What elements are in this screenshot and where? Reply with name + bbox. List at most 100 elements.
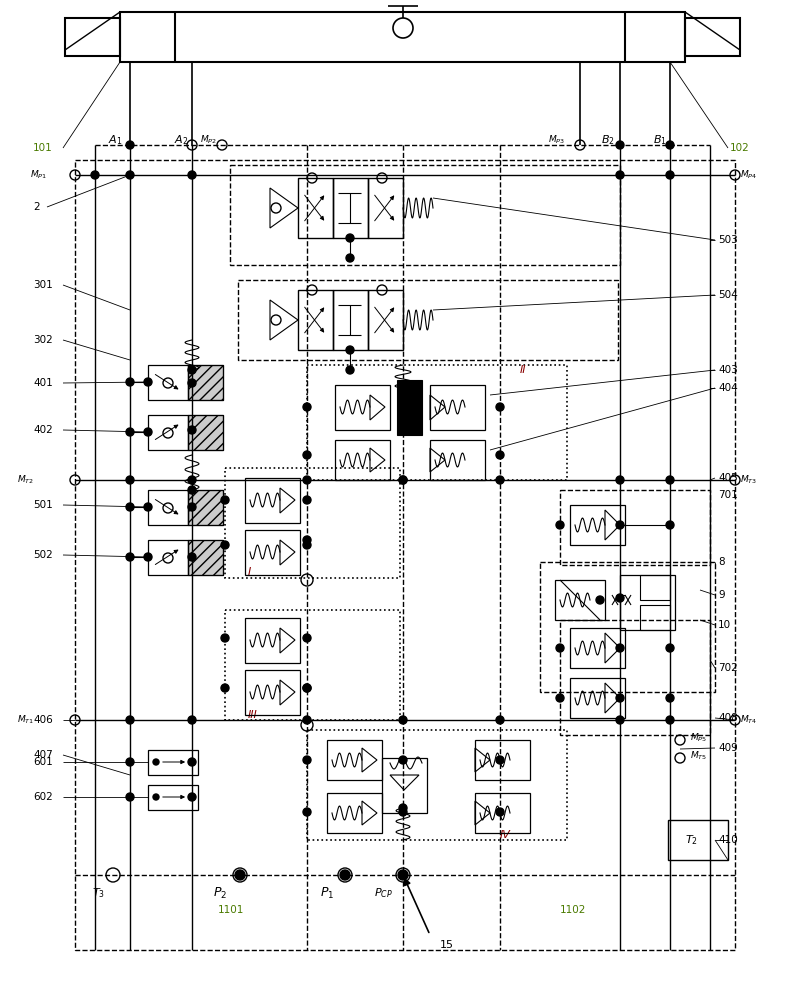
Circle shape bbox=[666, 644, 674, 652]
Circle shape bbox=[126, 716, 134, 724]
Circle shape bbox=[556, 694, 564, 702]
Text: 403: 403 bbox=[718, 365, 738, 375]
Bar bbox=[245, 530, 300, 575]
Text: 701: 701 bbox=[718, 490, 738, 500]
Bar bbox=[148, 365, 188, 400]
Circle shape bbox=[616, 694, 624, 702]
Text: $A_2$: $A_2$ bbox=[174, 133, 188, 147]
Bar bbox=[685, 18, 740, 56]
Circle shape bbox=[303, 476, 311, 484]
Circle shape bbox=[616, 594, 624, 602]
Text: 404: 404 bbox=[718, 383, 738, 393]
Text: $T_3$: $T_3$ bbox=[92, 886, 105, 900]
Circle shape bbox=[126, 553, 134, 561]
Circle shape bbox=[596, 596, 604, 604]
Bar bbox=[245, 670, 300, 715]
Text: $M_{T5}$: $M_{T5}$ bbox=[690, 750, 707, 762]
Circle shape bbox=[188, 379, 196, 387]
Text: 503: 503 bbox=[718, 235, 738, 245]
Circle shape bbox=[126, 171, 134, 179]
Circle shape bbox=[398, 870, 408, 880]
Circle shape bbox=[144, 428, 152, 436]
Polygon shape bbox=[188, 540, 223, 575]
Bar bbox=[333, 290, 368, 350]
Bar bbox=[640, 605, 670, 630]
Text: 410: 410 bbox=[718, 835, 738, 845]
Text: $M_{P2}$: $M_{P2}$ bbox=[200, 134, 217, 146]
Text: $T_2$: $T_2$ bbox=[685, 833, 698, 847]
Bar bbox=[298, 290, 333, 350]
Circle shape bbox=[126, 476, 134, 484]
Text: IV: IV bbox=[500, 830, 511, 840]
Bar bbox=[555, 580, 605, 620]
Circle shape bbox=[616, 476, 624, 484]
Circle shape bbox=[303, 684, 311, 692]
Bar bbox=[327, 740, 382, 780]
Text: 405: 405 bbox=[718, 473, 738, 483]
Bar bbox=[570, 505, 625, 545]
Polygon shape bbox=[188, 490, 223, 525]
Circle shape bbox=[399, 476, 407, 484]
Text: $M_{T1}$: $M_{T1}$ bbox=[17, 714, 34, 726]
Circle shape bbox=[616, 141, 624, 149]
Circle shape bbox=[221, 634, 229, 642]
Bar bbox=[188, 540, 223, 575]
Circle shape bbox=[399, 808, 407, 816]
Text: 408: 408 bbox=[718, 713, 738, 723]
Circle shape bbox=[666, 141, 674, 149]
Bar bbox=[148, 540, 188, 575]
Circle shape bbox=[153, 759, 159, 765]
Circle shape bbox=[616, 521, 624, 529]
Bar bbox=[65, 18, 120, 56]
Circle shape bbox=[399, 716, 407, 724]
Text: $A_1$: $A_1$ bbox=[108, 133, 123, 147]
Circle shape bbox=[666, 694, 674, 702]
Circle shape bbox=[303, 541, 311, 549]
Circle shape bbox=[496, 756, 504, 764]
Text: I: I bbox=[248, 567, 251, 577]
Text: $M_{T4}$: $M_{T4}$ bbox=[740, 714, 757, 726]
Bar bbox=[188, 490, 223, 525]
Bar bbox=[188, 415, 223, 450]
Bar bbox=[570, 628, 625, 668]
Circle shape bbox=[126, 758, 134, 766]
Circle shape bbox=[126, 793, 134, 801]
Polygon shape bbox=[188, 365, 223, 400]
Circle shape bbox=[666, 171, 674, 179]
Circle shape bbox=[188, 553, 196, 561]
Circle shape bbox=[188, 716, 196, 724]
Text: $B_1$: $B_1$ bbox=[653, 133, 667, 147]
Text: 504: 504 bbox=[718, 290, 738, 300]
Bar bbox=[570, 678, 625, 718]
Bar bbox=[560, 490, 710, 565]
Circle shape bbox=[303, 684, 311, 692]
Circle shape bbox=[303, 403, 311, 411]
Bar bbox=[475, 740, 530, 780]
Bar bbox=[668, 820, 728, 860]
Circle shape bbox=[303, 634, 311, 642]
Circle shape bbox=[188, 486, 196, 494]
Circle shape bbox=[666, 716, 674, 724]
Bar bbox=[148, 490, 188, 525]
Circle shape bbox=[303, 496, 311, 504]
Text: 1102: 1102 bbox=[560, 905, 587, 915]
Text: $M_{P3}$: $M_{P3}$ bbox=[548, 134, 565, 146]
Text: 501: 501 bbox=[33, 500, 52, 510]
Bar bbox=[148, 750, 198, 775]
Bar bbox=[148, 415, 188, 450]
Circle shape bbox=[303, 451, 311, 459]
Bar bbox=[225, 610, 400, 720]
Circle shape bbox=[153, 794, 159, 800]
Circle shape bbox=[221, 541, 229, 549]
Circle shape bbox=[340, 870, 350, 880]
Text: $M_{T2}$: $M_{T2}$ bbox=[17, 474, 34, 486]
Bar bbox=[245, 478, 300, 523]
Bar bbox=[75, 160, 735, 950]
Circle shape bbox=[144, 553, 152, 561]
Circle shape bbox=[556, 644, 564, 652]
Circle shape bbox=[496, 403, 504, 411]
Text: $P_{CP}$: $P_{CP}$ bbox=[374, 886, 393, 900]
Bar bbox=[560, 620, 710, 735]
Circle shape bbox=[144, 378, 152, 386]
Circle shape bbox=[303, 536, 311, 544]
